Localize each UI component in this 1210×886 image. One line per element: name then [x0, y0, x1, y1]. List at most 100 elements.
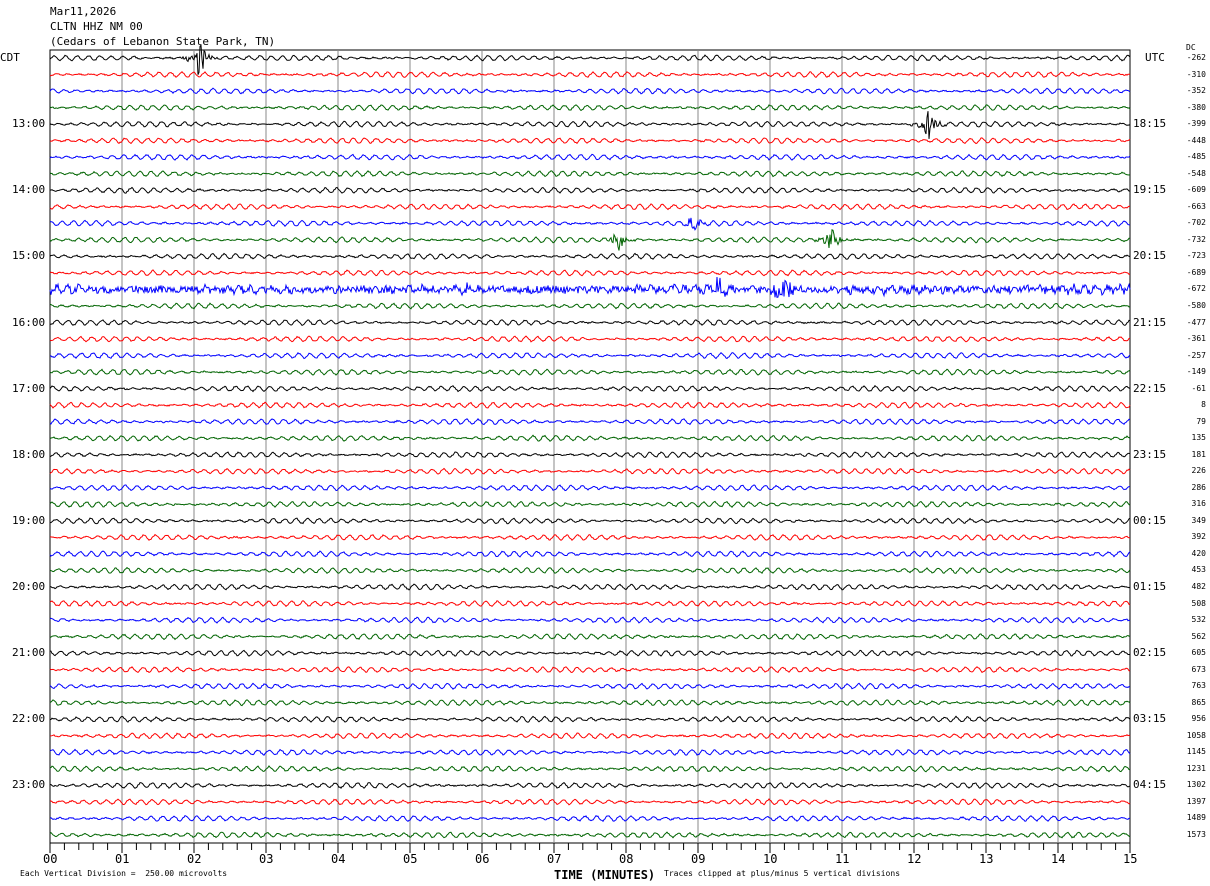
seismic-trace — [49, 814, 1131, 823]
seismic-trace — [49, 467, 1131, 475]
left-time-label: 16:00 — [12, 315, 46, 329]
seismic-trace — [49, 170, 1131, 178]
seismic-trace — [49, 517, 1131, 525]
left-time-label: 17:00 — [12, 381, 46, 395]
dc-offset-label: -672 — [1186, 284, 1206, 294]
dc-offset-label: -485 — [1186, 152, 1206, 162]
seismic-trace — [49, 384, 1131, 393]
x-tick-label: 04 — [331, 852, 346, 866]
seismic-trace — [49, 451, 1131, 459]
dc-offset-label: 673 — [1191, 664, 1206, 674]
seismic-trace — [49, 104, 1131, 112]
seismic-trace — [49, 44, 1131, 75]
seismic-trace — [49, 682, 1131, 690]
dc-offset-label: -548 — [1186, 168, 1206, 178]
seismic-trace — [49, 302, 1131, 310]
dc-offset-label: 226 — [1191, 466, 1206, 476]
x-tick-label: 03 — [259, 852, 274, 866]
left-time-label: 23:00 — [12, 778, 46, 792]
dc-offset-label: 508 — [1191, 598, 1206, 608]
dc-offset-label: 135 — [1191, 433, 1206, 443]
date-label: Mar11,2026 — [50, 5, 117, 18]
dc-offset-label: -352 — [1186, 86, 1206, 96]
clip-note: Traces clipped at plus/minus 5 vertical … — [664, 869, 901, 878]
scale-note: Each Vertical Division = 250.00 microvol… — [20, 869, 228, 878]
left-time-label: 15:00 — [12, 249, 46, 263]
plot-frame — [49, 49, 1131, 844]
dc-offset-label: -663 — [1186, 201, 1206, 211]
dc-offset-label: -149 — [1186, 367, 1206, 377]
dc-offset-label: 316 — [1191, 499, 1206, 509]
seismic-trace — [49, 583, 1131, 591]
x-tick-label: 11 — [835, 852, 850, 866]
x-tick-label: 14 — [1051, 852, 1066, 866]
right-time-label: 04:15 — [1133, 778, 1167, 792]
x-tick-label: 09 — [691, 852, 706, 866]
dc-offset-label: 1231 — [1186, 763, 1206, 773]
dc-offset-label: -609 — [1186, 185, 1206, 195]
seismic-trace — [49, 137, 1131, 145]
x-tick-label: 12 — [907, 852, 922, 866]
seismic-trace — [49, 715, 1131, 723]
dc-offset-label: -477 — [1186, 317, 1206, 327]
left-time-label: 14:00 — [12, 183, 46, 197]
seismic-trace — [49, 798, 1131, 806]
dc-offset-label: 763 — [1191, 681, 1206, 691]
dc-offset-label: 286 — [1191, 482, 1206, 492]
dc-offset-label: -380 — [1186, 102, 1206, 112]
seismic-trace — [49, 368, 1131, 376]
seismic-trace — [49, 616, 1131, 624]
dc-offset-label: -702 — [1186, 218, 1206, 228]
seismic-trace — [49, 217, 1131, 231]
right-time-label: 00:15 — [1133, 513, 1167, 527]
seismic-trace — [49, 699, 1131, 707]
x-axis-label: TIME (MINUTES) — [554, 868, 656, 882]
dc-offset-label: -310 — [1186, 69, 1206, 79]
right-time-label: 23:15 — [1133, 447, 1167, 461]
right-time-label: 19:15 — [1133, 183, 1167, 197]
seismic-trace — [49, 765, 1131, 773]
dc-header: DC — [1186, 43, 1196, 52]
right-time-label: 03:15 — [1133, 712, 1167, 726]
seismic-trace — [50, 533, 1131, 541]
x-tick-label: 07 — [547, 852, 562, 866]
dc-offset-label: 532 — [1191, 615, 1206, 625]
seismic-trace — [49, 599, 1131, 608]
seismic-trace — [49, 748, 1131, 756]
seismic-trace — [49, 666, 1131, 674]
dc-offset-label: 562 — [1191, 631, 1206, 641]
seismic-trace — [49, 566, 1131, 575]
right-time-label: 21:15 — [1133, 315, 1167, 329]
x-tick-label: 02 — [187, 852, 202, 866]
dc-offset-label: -399 — [1186, 119, 1206, 129]
left-time-label: 13:00 — [12, 117, 46, 131]
right-time-label: 22:15 — [1133, 381, 1167, 395]
dc-offset-label: -689 — [1186, 267, 1206, 277]
seismic-trace — [49, 252, 1131, 260]
dc-offset-label: -257 — [1186, 350, 1206, 360]
dc-offset-label: 865 — [1191, 697, 1206, 707]
seismic-trace — [49, 417, 1131, 426]
left-time-label: 22:00 — [12, 712, 46, 726]
right-time-label: 01:15 — [1133, 580, 1167, 594]
dc-offset-label: 349 — [1191, 515, 1206, 525]
x-tick-label: 00 — [43, 852, 58, 866]
left-time-label: 20:00 — [12, 580, 46, 594]
dc-offset-label: 420 — [1191, 548, 1206, 558]
location-label: (Cedars of Lebanon State Park, TN) — [50, 35, 276, 48]
dc-offset-label: 79 — [1196, 416, 1206, 426]
dc-offset-label: -61 — [1191, 383, 1206, 393]
x-tick-label: 15 — [1123, 852, 1138, 866]
left-time-label: 18:00 — [12, 447, 46, 461]
dc-offset-label: 1058 — [1186, 730, 1206, 740]
dc-offset-label: -723 — [1186, 251, 1206, 261]
seismic-trace — [50, 732, 1131, 740]
dc-offset-label: 1489 — [1186, 813, 1206, 823]
seismic-trace — [49, 484, 1130, 492]
dc-offset-label: -448 — [1186, 135, 1206, 145]
station-label: CLTN HHZ NM 00 — [50, 20, 143, 33]
dc-offset-label: 181 — [1191, 449, 1206, 459]
seismic-trace — [49, 203, 1130, 211]
seismic-trace — [49, 401, 1131, 409]
